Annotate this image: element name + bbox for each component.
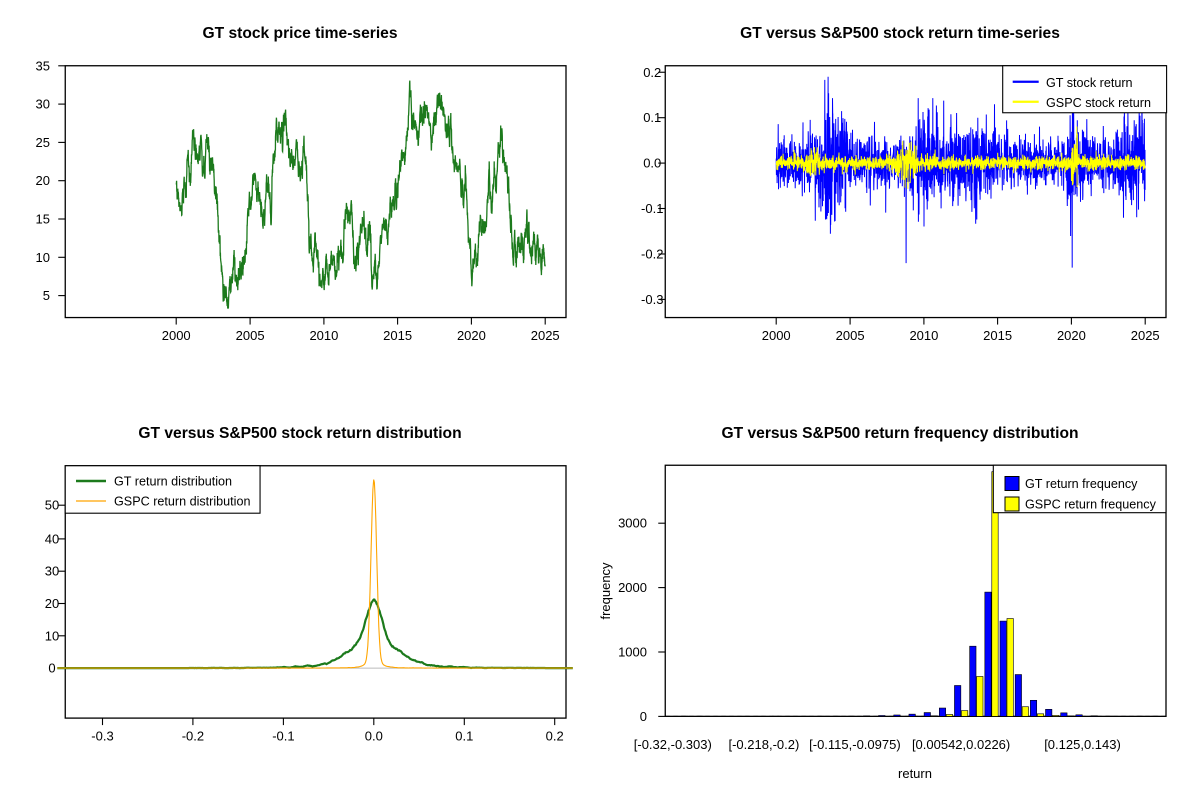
svg-text:0: 0 [640,709,647,724]
svg-text:GT versus S&P500 return freque: GT versus S&P500 return frequency distri… [721,425,1078,442]
svg-text:2010: 2010 [909,328,938,343]
svg-text:50: 50 [45,498,59,513]
svg-text:35: 35 [36,58,50,73]
svg-text:0.0: 0.0 [643,156,661,171]
svg-text:-0.1: -0.1 [272,729,294,744]
svg-text:GSPC return frequency: GSPC return frequency [1025,498,1157,512]
svg-text:2000: 2000 [162,328,191,343]
svg-text:GT stock return: GT stock return [1046,76,1133,90]
svg-text:-0.1: -0.1 [641,201,663,216]
svg-text:0: 0 [48,661,55,676]
svg-text:1000: 1000 [618,645,647,660]
svg-text:GT return distribution: GT return distribution [114,475,232,489]
svg-text:GSPC stock return: GSPC stock return [1046,96,1151,110]
svg-text:[-0.218,-0.2): [-0.218,-0.2) [728,737,799,752]
svg-text:-0.2: -0.2 [182,729,204,744]
svg-text:20: 20 [45,596,59,611]
svg-text:GT versus S&P500 stock return: GT versus S&P500 stock return time-serie… [740,25,1060,42]
svg-text:30: 30 [45,564,59,579]
svg-text:2015: 2015 [983,328,1012,343]
svg-text:GT stock price time-series: GT stock price time-series [202,25,397,42]
svg-text:[-0.32,-0.303): [-0.32,-0.303) [634,737,712,752]
svg-text:15: 15 [36,212,50,227]
svg-text:2005: 2005 [236,328,265,343]
svg-text:2000: 2000 [618,580,647,595]
svg-text:0.2: 0.2 [643,65,661,80]
svg-text:[-0.115,-0.0975): [-0.115,-0.0975) [809,737,901,752]
svg-text:2025: 2025 [1131,328,1160,343]
svg-text:10: 10 [36,250,50,265]
svg-text:2025: 2025 [531,328,560,343]
svg-text:2000: 2000 [762,328,791,343]
svg-text:GT return frequency: GT return frequency [1025,477,1138,491]
svg-text:0.1: 0.1 [455,729,473,744]
svg-text:-0.2: -0.2 [641,247,663,262]
svg-text:2005: 2005 [836,328,865,343]
svg-text:20: 20 [36,173,50,188]
svg-text:5: 5 [43,288,50,303]
svg-text:return: return [898,766,932,781]
svg-text:0.0: 0.0 [365,729,383,744]
svg-text:2015: 2015 [383,328,412,343]
svg-text:[0.125,0.143): [0.125,0.143) [1044,737,1121,752]
svg-text:2010: 2010 [309,328,338,343]
svg-text:GSPC return distribution: GSPC return distribution [114,495,251,509]
svg-text:[0.00542,0.0226): [0.00542,0.0226) [912,737,1010,752]
svg-text:40: 40 [45,531,59,546]
svg-text:0.2: 0.2 [546,729,564,744]
svg-text:10: 10 [45,628,59,643]
svg-text:-0.3: -0.3 [91,729,113,744]
svg-text:-0.3: -0.3 [641,292,663,307]
svg-text:2020: 2020 [457,328,486,343]
svg-text:frequency: frequency [600,562,613,620]
svg-text:2020: 2020 [1057,328,1086,343]
svg-text:3000: 3000 [618,516,647,531]
svg-text:GT versus S&P500 stock return: GT versus S&P500 stock return distributi… [138,425,461,442]
svg-text:25: 25 [36,135,50,150]
svg-text:0.1: 0.1 [643,110,661,125]
svg-text:30: 30 [36,97,50,112]
